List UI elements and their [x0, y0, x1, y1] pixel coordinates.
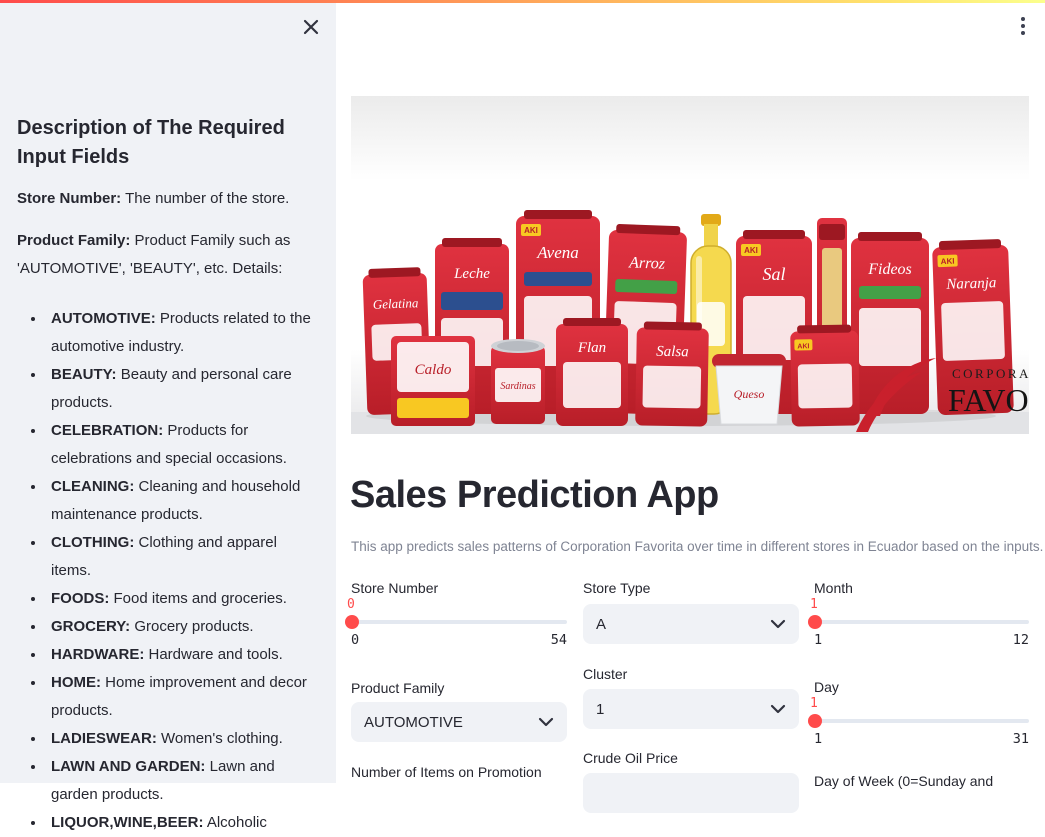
svg-text:CORPORACIÓN: CORPORACIÓN — [952, 366, 1029, 381]
page-subtitle: This app predicts sales patterns of Corp… — [351, 539, 1044, 554]
day-of-week-label: Day of Week (0=Sunday and — [814, 773, 994, 789]
slider-max: 31 — [1012, 731, 1029, 747]
select-value: 1 — [596, 700, 605, 718]
store-number-label: Store Number — [351, 580, 439, 596]
chevron-down-icon — [770, 701, 786, 718]
sidebar-paragraph-store-number: Store Number: The number of the store. — [17, 185, 319, 213]
select-value: A — [596, 615, 607, 633]
chevron-down-icon — [770, 616, 786, 633]
form-column-3: Month 1 1 12 Day 1 1 31 Day of Week (0=S… — [808, 570, 1029, 789]
svg-text:Flan: Flan — [577, 340, 606, 356]
day-slider-value: 1 — [810, 696, 818, 711]
list-item: AUTOMOTIVE: Products related to the auto… — [46, 305, 319, 361]
sidebar: Description of The Required Input Fields… — [0, 0, 336, 831]
store-type-select[interactable]: A — [583, 604, 799, 644]
svg-text:Naranja: Naranja — [945, 275, 997, 293]
slider-max: 12 — [1012, 632, 1029, 648]
product-package: AKI Naranja — [932, 239, 1014, 416]
svg-text:Caldo: Caldo — [415, 362, 452, 378]
month-slider-range: 1 12 — [814, 632, 1029, 648]
list-item: LAWN AND GARDEN: Lawn and garden product… — [46, 753, 319, 809]
field-desc: The number of the store. — [121, 190, 290, 207]
svg-text:AKI: AKI — [941, 257, 955, 266]
month-label: Month — [814, 580, 853, 596]
cluster-select[interactable]: 1 — [583, 689, 799, 729]
svg-text:Gelatina: Gelatina — [373, 295, 419, 312]
product-family-list: AUTOMOTIVE: Products related to the auto… — [17, 305, 319, 837]
close-icon — [301, 17, 321, 37]
product-family-select[interactable]: AUTOMOTIVE — [351, 702, 567, 742]
slider-min: 1 — [814, 632, 823, 648]
product-tub: Queso — [712, 354, 786, 425]
list-item: CLEANING: Cleaning and household mainten… — [46, 473, 319, 529]
store-number-slider-value: 0 — [347, 597, 355, 612]
page-title: Sales Prediction App — [350, 474, 719, 516]
cluster-label: Cluster — [583, 666, 628, 682]
day-slider[interactable] — [808, 714, 1029, 728]
slider-thumb[interactable] — [808, 714, 822, 728]
field-desc: Product Family such as 'AUTOMOTIVE', 'BE… — [17, 232, 291, 277]
sidebar-heading: Description of The Required Input Fields — [17, 117, 285, 168]
svg-text:AKI: AKI — [744, 246, 758, 255]
store-type-label: Store Type — [583, 580, 651, 596]
list-item: HOME: Home improvement and decor product… — [46, 669, 319, 725]
decoration-bar — [0, 0, 1045, 3]
svg-text:Sardinas: Sardinas — [500, 381, 535, 392]
product-family-label: Product Family — [351, 680, 445, 696]
favorita-products-image: Gelatina Leche AKI Avena Arroz — [351, 96, 1029, 434]
month-slider-value: 1 — [810, 597, 818, 612]
svg-text:Leche: Leche — [453, 266, 490, 282]
svg-text:Avena: Avena — [536, 243, 579, 262]
sidebar-paragraph-product-family: Product Family: Product Family such as '… — [17, 227, 319, 283]
field-term: Product Family: — [17, 232, 131, 249]
svg-text:Queso: Queso — [734, 387, 765, 401]
svg-text:FAVORITA: FAVORITA — [948, 382, 1029, 418]
kebab-menu-button[interactable] — [1014, 15, 1032, 37]
product-can: Sardinas — [491, 339, 545, 424]
day-label: Day — [814, 679, 839, 695]
select-value: AUTOMOTIVE — [364, 713, 463, 731]
month-slider[interactable] — [808, 615, 1029, 629]
form-column-1: Store Number 0 0 54 Product Family AUTOM… — [345, 570, 567, 783]
product-package: Salsa — [635, 321, 709, 427]
list-item: BEAUTY: Beauty and personal care product… — [46, 361, 319, 417]
svg-text:Fideos: Fideos — [867, 261, 912, 278]
slider-thumb[interactable] — [808, 615, 822, 629]
app-root: { "app": { "decoration_colors": ["#ff4b4… — [0, 0, 1045, 783]
store-number-slider-range: 0 54 — [351, 632, 567, 648]
svg-text:AKI: AKI — [524, 226, 538, 235]
svg-text:Arroz: Arroz — [628, 254, 666, 272]
form-column-2: Store Type A Cluster 1 Crude Oil Price — [583, 570, 799, 813]
list-item: LADIESWEAR: Women's clothing. — [46, 725, 319, 753]
product-box: Caldo — [391, 336, 475, 426]
list-item: FOODS: Food items and groceries. — [46, 585, 319, 613]
list-item: GROCERY: Grocery products. — [46, 613, 319, 641]
sidebar-content: Description of The Required Input Fields… — [17, 114, 319, 837]
chevron-down-icon — [538, 714, 554, 731]
product-package: Flan — [556, 318, 628, 426]
sidebar-close-button[interactable] — [301, 17, 321, 37]
slider-min: 0 — [351, 632, 360, 648]
list-item: CELEBRATION: Products for celebrations a… — [46, 417, 319, 473]
store-number-slider[interactable] — [345, 615, 567, 629]
list-item: CLOTHING: Clothing and apparel items. — [46, 529, 319, 585]
slider-min: 1 — [814, 731, 823, 747]
list-item: HARDWARE: Hardware and tools. — [46, 641, 319, 669]
day-slider-range: 1 31 — [814, 731, 1029, 747]
svg-text:Salsa: Salsa — [656, 344, 689, 361]
crude-oil-price-label: Crude Oil Price — [583, 750, 678, 766]
list-item: LIQUOR,WINE,BEER: Alcoholic — [46, 809, 319, 837]
svg-text:Sal: Sal — [762, 264, 785, 284]
items-on-promotion-label: Number of Items on Promotion — [351, 764, 542, 780]
crude-oil-price-input[interactable] — [583, 773, 799, 813]
field-term: Store Number: — [17, 190, 122, 207]
product-package: AKI — [790, 324, 860, 427]
slider-max: 54 — [550, 632, 567, 648]
svg-text:AKI: AKI — [797, 343, 809, 350]
slider-thumb[interactable] — [345, 615, 359, 629]
favorita-logo: CORPORACIÓN FAVORITA — [856, 358, 1029, 432]
